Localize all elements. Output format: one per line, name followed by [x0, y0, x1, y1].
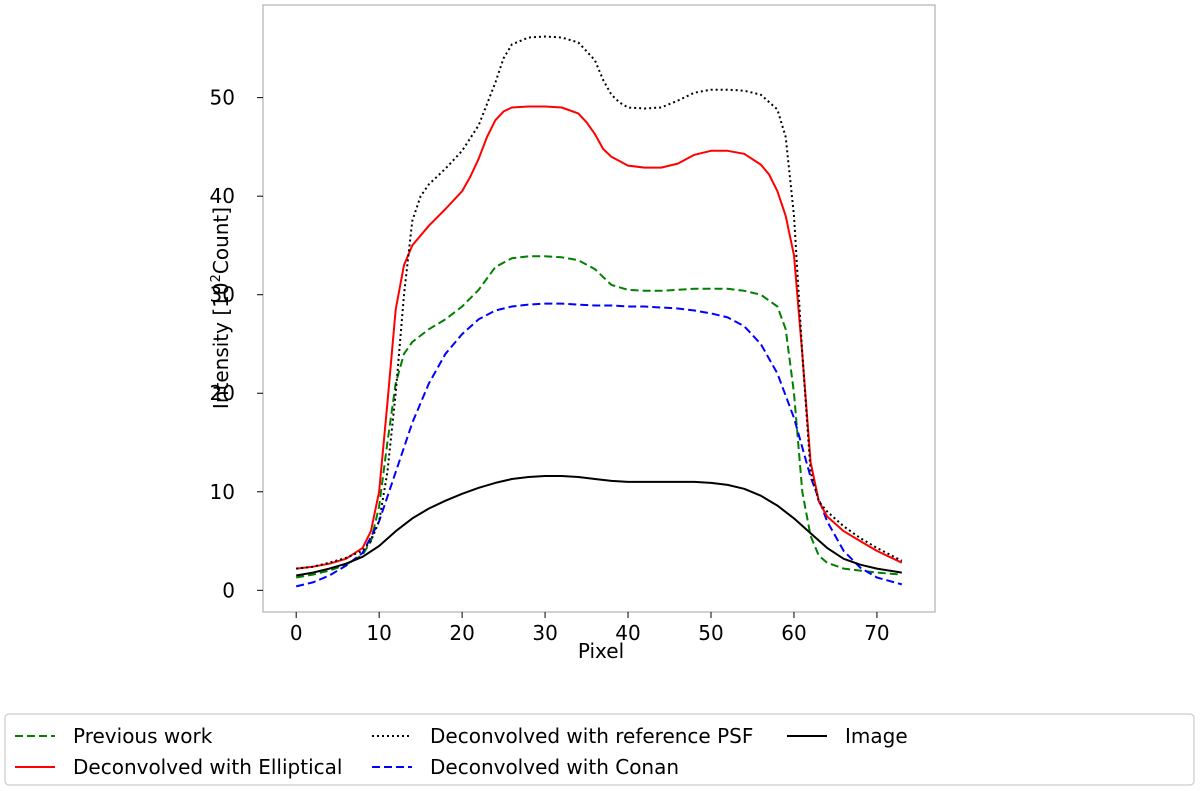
x-tick-label: 60: [781, 621, 806, 645]
y-axis-label: Intensity [102Count]: [209, 207, 233, 409]
series-group: [295, 35, 903, 588]
series-line-previous-work: [296, 255, 902, 579]
legend-frame: [4, 713, 1195, 786]
x-axis: 0 10 20 30 40 50 60 70: [290, 612, 890, 645]
legend-label: Image: [845, 724, 908, 748]
y-tick-label: 0: [222, 578, 235, 602]
x-tick-label: 20: [449, 621, 474, 645]
x-tick-label: 40: [615, 621, 640, 645]
series-line-deconvolved-with-reference-psf: [296, 35, 903, 570]
x-tick-label: 50: [698, 621, 723, 645]
x-axis-label: Pixel: [578, 639, 624, 663]
legend-label: Previous work: [73, 724, 213, 748]
y-tick-label: 30: [210, 283, 235, 307]
legend-label: Deconvolved with Conan: [430, 755, 679, 779]
x-tick-label: 30: [532, 621, 557, 645]
series-line-image: [296, 475, 902, 577]
legend-label: Deconvolved with reference PSF: [430, 724, 753, 748]
legend-label: Deconvolved with Elliptical: [73, 755, 342, 779]
series-line-deconvolved-with-conan: [295, 302, 903, 588]
series-line-deconvolved-with-elliptical: [296, 105, 903, 570]
y-axis: 0 10 20 30 40 50: [210, 86, 263, 602]
y-tick-label: 50: [210, 86, 235, 110]
x-tick-label: 70: [864, 621, 889, 645]
y-tick-label: 20: [210, 381, 235, 405]
x-tick-label: 0: [290, 621, 303, 645]
y-tick-label: 10: [210, 480, 235, 504]
legend: Previous work Deconvolved with Elliptical…: [4, 713, 1195, 786]
x-tick-label: 10: [366, 621, 391, 645]
y-tick-label: 40: [210, 184, 235, 208]
plot-frame: [262, 4, 936, 613]
